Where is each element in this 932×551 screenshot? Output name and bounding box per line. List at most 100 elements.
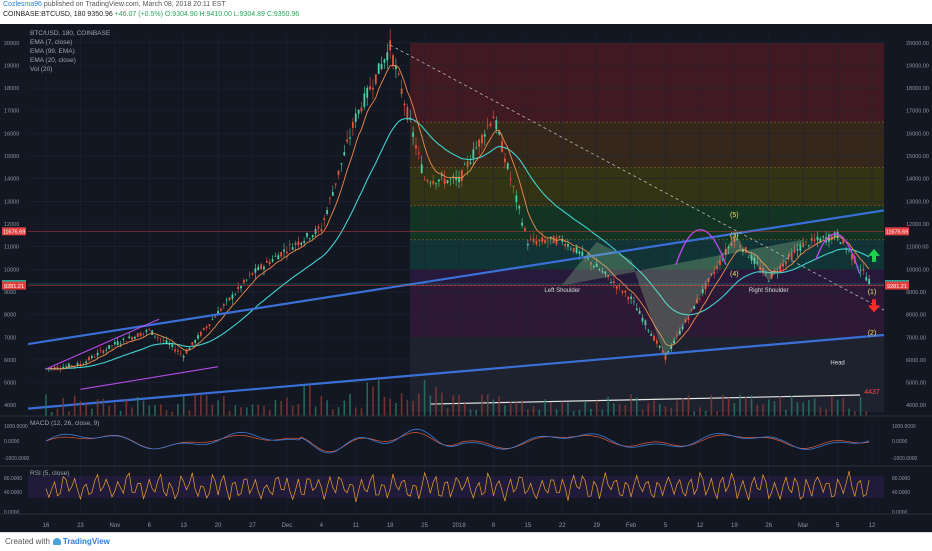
candle <box>808 245 810 247</box>
candle <box>417 152 420 154</box>
tradingview-brand[interactable]: TradingView <box>62 537 110 546</box>
candle <box>438 179 440 182</box>
volume-bar <box>188 410 191 416</box>
x-tick-label: 23 <box>77 523 84 529</box>
candle <box>113 342 116 345</box>
candle <box>650 334 653 336</box>
y-tick-label: 10000.00 <box>906 267 929 273</box>
volume-bar <box>228 410 231 416</box>
volume-bar <box>102 398 105 416</box>
candle <box>426 180 429 182</box>
candle <box>99 350 102 352</box>
candle <box>220 308 222 311</box>
volume-bar <box>360 408 363 416</box>
candle <box>403 103 406 106</box>
candle <box>82 364 85 365</box>
candle <box>790 253 793 260</box>
volume-bar <box>618 404 621 416</box>
volume-bar <box>676 400 678 416</box>
volume-bar <box>62 397 65 416</box>
candle <box>865 276 868 281</box>
candle <box>177 350 179 352</box>
candle <box>277 255 280 260</box>
volume-bar <box>463 403 466 416</box>
last-price: 9350.96 <box>87 11 113 18</box>
volume-bar <box>796 402 799 416</box>
volume-bar <box>446 408 449 416</box>
volume-bar <box>395 403 397 416</box>
candle <box>750 255 753 261</box>
candle <box>592 265 595 268</box>
volume-bar <box>423 379 426 416</box>
legend-ema-7: EMA (7, close) <box>30 39 73 46</box>
candle <box>512 186 515 188</box>
volume-bar <box>532 406 535 416</box>
macd-title: MACD (12, 26, close, 9) <box>30 420 100 427</box>
candle <box>446 180 449 183</box>
trendline-early <box>45 318 160 370</box>
y-tick-label-left: 17000 <box>4 109 19 115</box>
candle <box>822 236 825 238</box>
candle <box>819 238 822 243</box>
candle <box>506 163 509 169</box>
price-axis-label-left: 11676.69 <box>3 230 26 236</box>
volume-bar <box>217 400 219 416</box>
candle <box>96 352 99 356</box>
candle <box>787 254 790 258</box>
pattern-annotation: Left Shoulder <box>544 288 580 294</box>
x-tick-label: Nov <box>109 523 120 529</box>
y-tick-label-left: 18000 <box>4 86 19 92</box>
y-tick-label: 6000.00 <box>906 358 926 364</box>
volume-bar <box>745 397 747 416</box>
candle <box>217 310 219 315</box>
candle <box>767 281 770 282</box>
candle <box>699 297 701 299</box>
x-tick-label: Mar <box>798 523 808 529</box>
volume-bar <box>234 405 237 416</box>
candle <box>231 294 234 299</box>
candle <box>859 270 862 272</box>
x-tick-label: 12 <box>697 523 704 529</box>
candle <box>360 107 363 112</box>
candle <box>612 281 615 283</box>
head-and-shoulders-pattern <box>561 234 804 359</box>
x-tick-label: 19 <box>731 523 738 529</box>
macd-tick: 1000.0000 <box>892 424 916 430</box>
pattern-annotation: 4437 <box>864 389 880 396</box>
candle <box>833 232 836 238</box>
macd-tick: 0.0000 <box>892 439 908 445</box>
candle <box>188 348 191 350</box>
volume-bar <box>704 410 707 416</box>
y-tick-label: 19000.00 <box>906 63 929 69</box>
candle <box>354 113 357 122</box>
candle <box>469 162 472 164</box>
candle <box>420 164 423 173</box>
y-tick-label-left: 7000 <box>4 335 16 341</box>
x-tick-label: 5 <box>836 523 840 529</box>
candle <box>713 271 716 274</box>
trendline-lower <box>27 333 885 410</box>
volume-bar <box>578 409 581 416</box>
trading-chart[interactable]: 4000 4000.00 5000 5000.00 6000 6000.00 7000 700… <box>0 24 932 532</box>
volume-bar <box>848 408 850 416</box>
candle <box>730 242 733 246</box>
volume-bar <box>131 407 133 416</box>
volume-bar <box>119 410 122 416</box>
candle <box>62 366 65 369</box>
candle <box>311 235 314 238</box>
candle <box>805 241 807 242</box>
x-tick-label: 11 <box>353 523 360 529</box>
volume-bar <box>389 398 391 416</box>
candle <box>564 244 567 247</box>
candle <box>630 296 632 299</box>
y-tick-label-left: 8000 <box>4 313 16 319</box>
volume-bar <box>842 398 845 416</box>
candle <box>544 239 546 244</box>
y-tick-label-left: 5000 <box>4 381 16 387</box>
candle <box>349 137 351 139</box>
volume-bar <box>354 407 357 416</box>
candle <box>386 52 389 61</box>
ohlc-values: O:9304.90 H:9410.00 L:9304.89 C:9350.96 <box>164 11 300 18</box>
y-tick-label-left: 19000 <box>4 63 19 69</box>
author-link[interactable]: Cozlesma96 <box>3 1 42 8</box>
